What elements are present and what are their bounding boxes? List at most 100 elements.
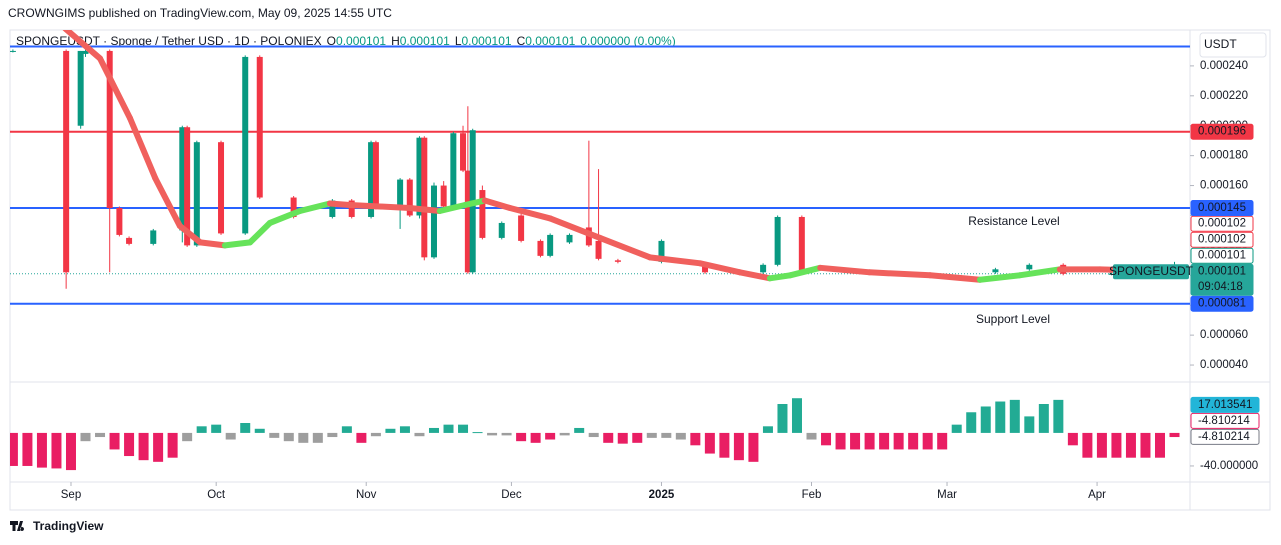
candle-body <box>1026 264 1033 270</box>
histogram-bar <box>530 432 541 443</box>
moving-average-segment <box>481 197 513 211</box>
candle-body <box>242 56 249 234</box>
histogram-bar <box>1053 399 1064 433</box>
histogram-bar <box>385 428 396 433</box>
price-box <box>1190 231 1254 248</box>
histogram-bar <box>864 432 875 450</box>
histogram-bar <box>109 432 120 450</box>
legend-key: O <box>327 34 336 48</box>
histogram-bar <box>443 424 454 433</box>
histogram-bar <box>893 432 904 450</box>
candle-body <box>256 56 263 198</box>
histogram-bar <box>65 432 76 471</box>
price-box-label: 0.000102 <box>1198 218 1246 230</box>
candle-body <box>992 269 999 273</box>
candle-body <box>218 142 225 234</box>
value-box <box>1190 428 1260 445</box>
histogram-bar <box>762 426 773 433</box>
moving-average-segment <box>461 197 488 208</box>
publisher: CROWNGIMS published on TradingView.com, … <box>8 6 392 20</box>
x-tick-label: Dec <box>501 489 522 501</box>
legend-key: L <box>455 34 462 48</box>
candle-body <box>658 240 665 262</box>
histogram-bar <box>632 432 643 443</box>
legend-value: 0.000101 <box>336 34 386 48</box>
histogram-bar <box>153 432 164 462</box>
histogram-bar <box>1125 432 1136 458</box>
y-tick-label: 0.000220 <box>1200 90 1248 102</box>
candle-body <box>397 179 404 208</box>
candle-body <box>430 185 437 258</box>
histogram-bar <box>312 432 323 443</box>
price-box <box>1190 123 1254 140</box>
y-tick-label: 0.000180 <box>1200 150 1248 162</box>
candle-body <box>106 50 113 208</box>
candle-body <box>116 207 123 235</box>
histogram-bar <box>22 432 33 466</box>
price-box-label: 0.000102 <box>1198 234 1246 246</box>
brand-logo <box>10 521 25 532</box>
candle-body <box>537 240 544 256</box>
legend-change: 0.000000 (0.00%) <box>580 34 675 48</box>
histogram-bar <box>501 432 512 436</box>
x-tick-label: Apr <box>1088 489 1106 501</box>
moving-average-segment <box>547 215 603 241</box>
moving-average-segment <box>736 269 773 282</box>
symbol-box <box>1113 264 1189 280</box>
x-tick-label: Oct <box>207 489 226 501</box>
candle-body <box>547 234 554 256</box>
candle-body <box>63 50 70 273</box>
legend-key: H <box>391 34 400 48</box>
price-box <box>1190 215 1254 232</box>
moving-average-segment <box>927 272 983 283</box>
value-box <box>1190 396 1260 413</box>
oscillator-pane <box>10 398 1180 471</box>
moving-average-segment <box>247 219 273 246</box>
x-tick-label: Nov <box>356 489 377 501</box>
histogram-bar <box>937 432 948 450</box>
x-tick-label: 2025 <box>649 489 675 501</box>
candle-body <box>1108 273 1115 275</box>
axis-layer: Sep Oct Nov Dec 2025 Feb Mar Apr 0.000040 0.00006… <box>61 60 1260 501</box>
moving-average-segment <box>127 115 159 182</box>
histogram-bar <box>182 432 193 442</box>
candle-body <box>421 137 428 258</box>
histogram-bar <box>806 432 817 440</box>
histogram-bar <box>850 432 861 450</box>
candle-body <box>150 230 157 244</box>
histogram-bar <box>922 432 933 450</box>
histogram-bar <box>428 427 439 433</box>
histogram-bar <box>211 424 222 433</box>
y-tick-label: 0.000060 <box>1200 329 1248 341</box>
y-tick-label: 0.000240 <box>1200 60 1248 72</box>
candle-body <box>126 237 133 244</box>
histogram-bar <box>791 398 802 433</box>
brand: TradingView <box>33 519 104 533</box>
candle-body <box>193 142 200 246</box>
histogram-bar <box>51 432 62 469</box>
moving-average-segment <box>62 30 104 62</box>
histogram-bar <box>95 432 106 438</box>
moving-average-segment <box>376 203 413 211</box>
moving-average-segment <box>296 200 333 214</box>
histogram-bar <box>1140 432 1151 458</box>
price-box-label: 0.000081 <box>1198 298 1246 310</box>
moving-average-segment <box>766 272 794 282</box>
legend-key: C <box>517 34 526 48</box>
currency[interactable]: USDT <box>1204 37 1237 51</box>
support-annotation: Support Level <box>976 312 1050 326</box>
histogram-bar <box>545 432 556 440</box>
histogram-bar <box>1009 399 1020 433</box>
value-box-label: 17.013541 <box>1198 399 1252 411</box>
candle-body <box>518 215 525 241</box>
candle-body <box>372 142 379 208</box>
histogram-bar <box>1154 432 1165 458</box>
legend-symbol: SPONGEUSDT · Sponge / Tether USD · 1D · … <box>16 34 322 48</box>
moving-average-segment <box>817 264 873 276</box>
histogram-bar <box>617 432 628 444</box>
histogram-bar <box>298 432 309 443</box>
currency-button[interactable] <box>1199 32 1267 58</box>
value-box-label: -4.810214 <box>1198 415 1250 427</box>
histogram-bar <box>487 432 498 436</box>
